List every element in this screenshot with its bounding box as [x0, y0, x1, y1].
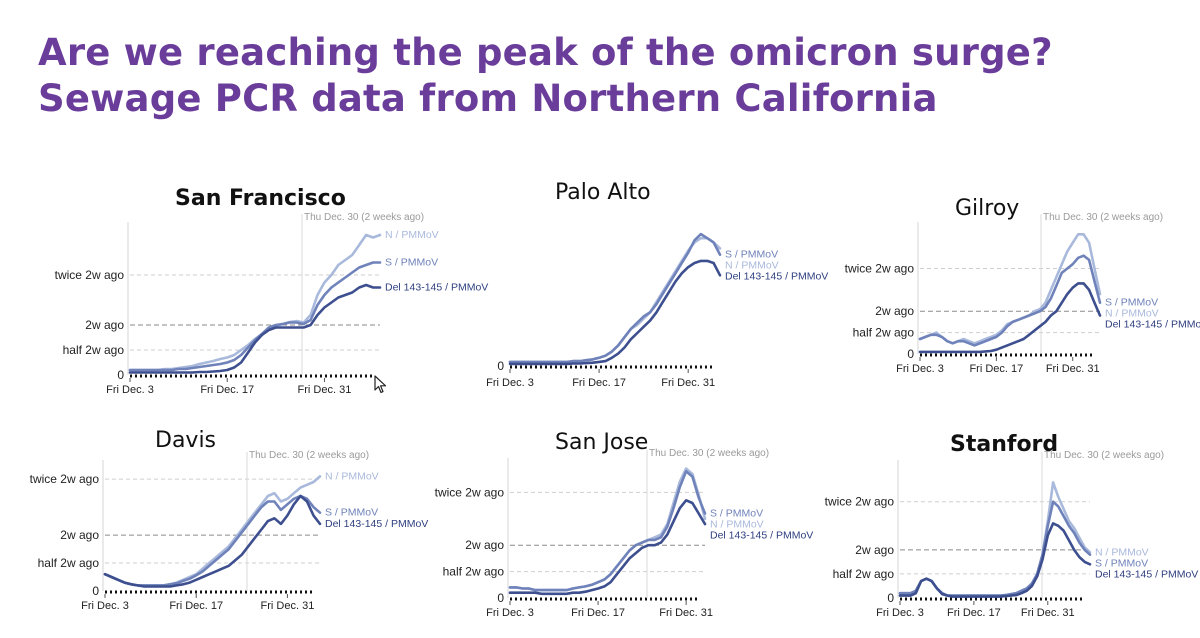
annotation-label: Thu Dec. 30 (2 weeks ago)	[649, 448, 769, 459]
chart-plot: twice 2w ago 2w ago half 2w ago 0 Fri Dec. 3…	[825, 450, 1199, 619]
y-tick-label: 0	[497, 591, 504, 605]
x-tick-label: Fri Dec. 31	[1046, 363, 1100, 375]
chart-panel-san-francisco: San Francisco twice 2w ago 2w ago half 2w a…	[20, 180, 489, 405]
chart-panel-stanford: Stanford twice 2w ago 2w ago half 2w ago 0 Fr…	[820, 428, 1200, 628]
series-label-del-143-145-pmmov: Del 143-145 / PMMoV	[325, 518, 428, 530]
series-label-s-pmmov: S / PMMoV	[325, 507, 378, 519]
chart-panel-davis: Davis twice 2w ago 2w ago half 2w ago 0 Fri D…	[20, 428, 429, 628]
series-line-s-pmmov	[128, 261, 382, 372]
x-tick-label: Fri Dec. 31	[298, 384, 352, 396]
series-line-s-pmmov	[508, 469, 707, 592]
y-tick-label: twice 2w ago	[825, 495, 895, 509]
y-tick-label: half 2w ago	[443, 565, 505, 579]
series-label-n-pmmov: N / PMMoV	[710, 519, 764, 531]
x-tick-label: Fri Dec. 17	[571, 607, 625, 619]
x-tick-label: Fri Dec. 17	[969, 363, 1023, 375]
annotation-label: Thu Dec. 30 (2 weeks ago)	[249, 450, 369, 461]
series-label-del-143-145-pmmov: Del 143-145 / PMMoV	[385, 282, 488, 294]
y-tick-label: 2w ago	[465, 538, 504, 552]
chart-panel-gilroy: Gilroy twice 2w ago 2w ago half 2w ago 0 Fri …	[830, 190, 1200, 390]
y-tick-label: twice 2w ago	[435, 485, 505, 499]
chart-title: Palo Alto	[555, 180, 651, 205]
y-tick-label: 2w ago	[60, 528, 99, 542]
y-tick-label: 0	[907, 347, 914, 361]
x-tick-label: Fri Dec. 17	[200, 384, 254, 396]
chart-plot: twice 2w ago 2w ago half 2w ago 0 Fri Dec. 3…	[55, 212, 489, 396]
chart-plot: twice 2w ago 2w ago half 2w ago 0 Fri Dec. 3…	[30, 450, 429, 612]
series-label-n-pmmov: N / PMMoV	[1095, 546, 1149, 558]
series-label-n-pmmov: N / PMMoV	[385, 229, 439, 241]
series-line-s-pmmov	[508, 232, 722, 364]
series-label-s-pmmov: S / PMMoV	[1095, 557, 1148, 569]
series-line-del-143-145-pmmov	[128, 283, 382, 374]
series-label-del-143-145-pmmov: Del 143-145 / PMMoV	[725, 271, 828, 283]
chart-title: Davis	[155, 428, 217, 453]
chart-title: San Jose	[555, 430, 649, 455]
y-tick-label: half 2w ago	[833, 567, 895, 581]
x-tick-label: Fri Dec. 3	[896, 363, 944, 375]
x-tick-label: Fri Dec. 3	[106, 384, 154, 396]
x-tick-label: Fri Dec. 17	[169, 600, 223, 612]
series-label-n-pmmov: N / PMMoV	[1105, 308, 1159, 320]
slide-title-line-2: Sewage PCR data from Northern California	[38, 77, 938, 120]
slide-title: Are we reaching the peak of the omicron …	[38, 30, 1053, 122]
series-label-del-143-145-pmmov: Del 143-145 / PMMoV	[710, 530, 813, 542]
series-line-n-pmmov	[103, 475, 322, 587]
y-tick-label: half 2w ago	[63, 343, 125, 357]
y-tick-label: 0	[497, 359, 504, 373]
annotation-label: Thu Dec. 30 (2 weeks ago)	[304, 212, 424, 223]
series-label-del-143-145-pmmov: Del 143-145 / PMMoV	[1095, 568, 1198, 580]
x-tick-label: Fri Dec. 17	[947, 607, 1001, 619]
y-tick-label: 2w ago	[85, 318, 124, 332]
x-tick-label: Fri Dec. 3	[876, 607, 924, 619]
series-line-s-pmmov	[898, 500, 1092, 597]
y-tick-label: 0	[92, 584, 99, 598]
x-tick-label: Fri Dec. 31	[659, 607, 713, 619]
series-label-s-pmmov: S / PMMoV	[1105, 297, 1158, 309]
y-tick-label: twice 2w ago	[30, 472, 100, 486]
series-line-n-pmmov	[508, 236, 722, 364]
series-line-del-143-145-pmmov	[898, 522, 1092, 598]
series-line-del-143-145-pmmov	[508, 259, 722, 366]
chart-panel-san-jose: San Jose twice 2w ago 2w ago half 2w ago 0 Fr…	[410, 428, 814, 628]
series-label-del-143-145-pmmov: Del 143-145 / PMMoV	[1105, 319, 1200, 331]
y-tick-label: twice 2w ago	[55, 268, 125, 282]
series-line-del-143-145-pmmov	[103, 494, 322, 588]
series-label-n-pmmov: N / PMMoV	[725, 260, 779, 272]
chart-panel-palo-alto: Palo Alto 0 Fri Dec. 3 Fri Dec. 17 Fri Dec. …	[470, 180, 850, 405]
series-line-del-143-145-pmmov	[508, 499, 707, 596]
annotation-label: Thu Dec. 30 (2 weeks ago)	[1044, 450, 1164, 461]
chart-plot: twice 2w ago 2w ago half 2w ago 0 Fri Dec. 3…	[435, 448, 814, 619]
y-tick-label: twice 2w ago	[845, 261, 915, 275]
chart-title: Stanford	[950, 432, 1059, 457]
chart-plot: 0 Fri Dec. 3 Fri Dec. 17 Fri Dec. 31 S / PMM…	[486, 232, 828, 389]
chart-title: Gilroy	[955, 196, 1020, 221]
y-tick-label: half 2w ago	[38, 556, 100, 570]
chart-plot: twice 2w ago 2w ago half 2w ago 0 Fri Dec. 3…	[845, 212, 1200, 375]
x-tick-label: Fri Dec. 3	[81, 600, 129, 612]
y-tick-label: 2w ago	[855, 543, 894, 557]
x-tick-label: Fri Dec. 31	[261, 600, 315, 612]
series-line-del-143-145-pmmov	[918, 282, 1102, 354]
y-tick-label: half 2w ago	[853, 326, 915, 340]
x-tick-label: Fri Dec. 31	[661, 377, 715, 389]
slide-title-line-1: Are we reaching the peak of the omicron …	[38, 31, 1053, 74]
x-tick-label: Fri Dec. 3	[486, 377, 534, 389]
series-label-s-pmmov: S / PMMoV	[710, 508, 763, 520]
mouse-cursor-icon	[374, 375, 387, 394]
x-tick-label: Fri Dec. 17	[572, 377, 626, 389]
y-tick-label: 0	[117, 368, 124, 382]
series-label-s-pmmov: S / PMMoV	[725, 249, 778, 261]
annotation-label: Thu Dec. 30 (2 weeks ago)	[1043, 212, 1163, 223]
series-line-s-pmmov	[918, 254, 1102, 347]
x-tick-label: Fri Dec. 3	[486, 607, 534, 619]
series-label-s-pmmov: S / PMMoV	[385, 257, 438, 269]
series-label-n-pmmov: N / PMMoV	[325, 470, 379, 482]
x-tick-label: Fri Dec. 31	[1021, 607, 1075, 619]
chart-title: San Francisco	[175, 186, 346, 211]
y-tick-label: 2w ago	[875, 304, 914, 318]
y-tick-label: 0	[887, 591, 894, 605]
